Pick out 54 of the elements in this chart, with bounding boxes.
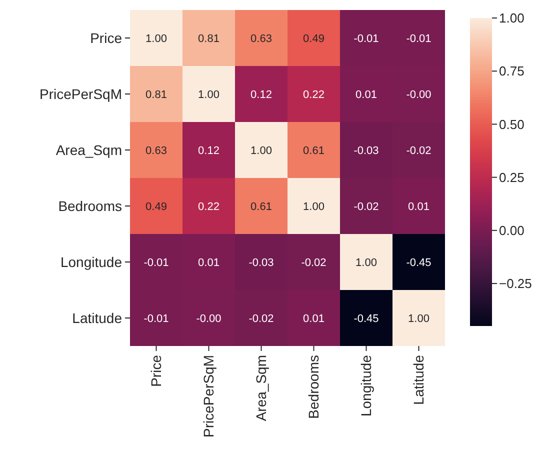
x-tick-label: Latitude xyxy=(410,354,427,405)
data-label: 0.22 xyxy=(198,200,220,213)
data-label: 0.81 xyxy=(198,32,220,45)
data-label: -0.01 xyxy=(354,32,379,45)
data-label: 0.01 xyxy=(303,312,324,325)
data-label: -0.45 xyxy=(354,312,379,325)
color-bar-label: 0.75 xyxy=(499,64,524,79)
data-label: -0.00 xyxy=(406,88,432,101)
color-bar-label: 0.25 xyxy=(499,170,524,185)
data-label: 0.63 xyxy=(250,32,272,45)
x-tick-label: Bedrooms xyxy=(306,355,322,419)
x-tick-label: Price xyxy=(148,354,164,387)
data-label: 0.61 xyxy=(303,144,324,157)
data-label: 0.81 xyxy=(146,88,167,101)
data-label: 1.00 xyxy=(408,312,430,325)
data-label: 0.01 xyxy=(198,256,220,269)
y-tick-label: Latitude xyxy=(72,310,122,326)
data-label: 1.00 xyxy=(198,88,220,101)
data-label: -0.03 xyxy=(248,256,274,269)
data-label: 0.61 xyxy=(250,200,272,213)
y-tick-label: Longitude xyxy=(60,254,122,270)
color-bar-label: 0.50 xyxy=(499,116,524,132)
y-tick-label: Area_Sqm xyxy=(56,142,122,158)
data-label: -0.02 xyxy=(354,200,379,213)
data-label: 1.00 xyxy=(146,32,167,45)
data-label: 0.12 xyxy=(198,144,220,157)
data-label: -0.01 xyxy=(406,32,432,45)
data-label: 0.01 xyxy=(408,200,430,213)
y-tick-label: Bedrooms xyxy=(58,198,122,214)
data-label: -0.45 xyxy=(406,256,432,269)
data-label: 0.49 xyxy=(303,32,324,45)
color-bar-label: −0.25 xyxy=(499,276,532,292)
x-tick-label: Area_Sqm xyxy=(253,355,270,422)
x-tick-label: PricePerSqM xyxy=(200,355,217,438)
data-label: -0.02 xyxy=(248,312,274,325)
data-label: -0.02 xyxy=(301,256,326,269)
y-tick-label: PricePerSqM xyxy=(40,86,122,102)
data-label: 1.00 xyxy=(356,256,377,269)
data-label: -0.03 xyxy=(354,144,379,157)
data-label: 0.49 xyxy=(146,200,167,213)
color-bar-label: 0.00 xyxy=(499,222,524,238)
data-label: -0.02 xyxy=(406,144,432,157)
data-label: 0.22 xyxy=(303,88,324,101)
data-label: 0.01 xyxy=(356,88,377,101)
y-tick-label: Price xyxy=(90,30,122,46)
data-label: 0.63 xyxy=(146,144,167,157)
data-label: 0.12 xyxy=(250,88,272,101)
data-label: -0.01 xyxy=(144,256,169,269)
data-label: 1.00 xyxy=(303,200,324,213)
color-bar-label: 1.00 xyxy=(499,10,524,26)
data-label: -0.01 xyxy=(144,312,169,325)
data-label: -0.00 xyxy=(196,312,222,325)
x-tick-label: Longitude xyxy=(358,354,374,417)
data-label: 1.00 xyxy=(250,144,272,157)
